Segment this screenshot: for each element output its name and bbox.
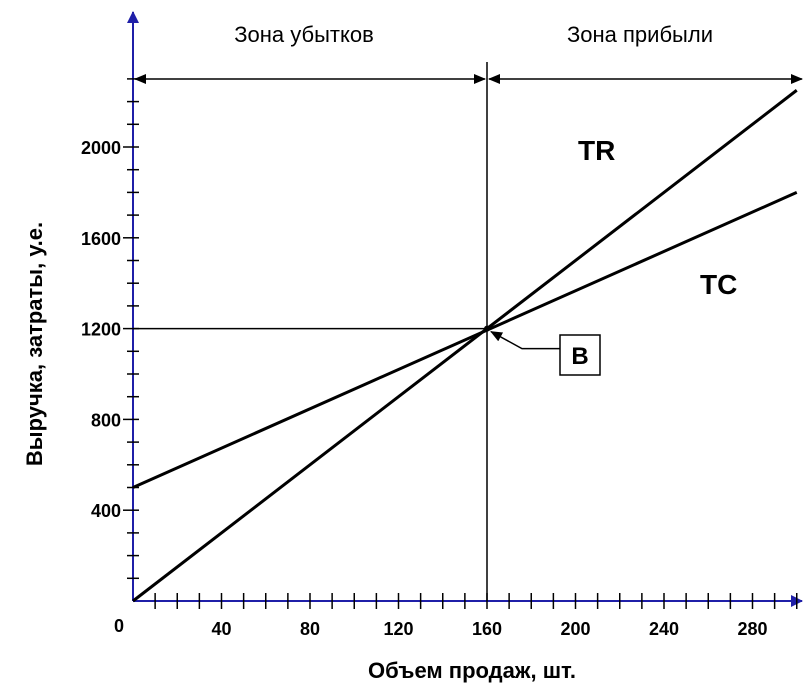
y-tick-label: 1200 (81, 320, 121, 340)
break-even-annotation: B (484, 325, 601, 376)
x-tick-label: 200 (560, 619, 590, 639)
x-tick-label: 120 (383, 619, 413, 639)
origin-label: 0 (114, 616, 124, 636)
series-label-tc: TC (700, 269, 737, 300)
y-axis-title: Выручка, затраты, у.е. (22, 222, 47, 466)
x-axis-title: Объем продаж, шт. (368, 658, 576, 683)
break-even-label: B (571, 343, 588, 370)
y-tick-label: 800 (91, 410, 121, 430)
zone-markers (133, 62, 803, 601)
x-tick-label: 280 (737, 619, 767, 639)
profit-zone-label: Зона прибыли (567, 22, 713, 47)
series-label-tr: TR (578, 135, 615, 166)
series-line-tr (132, 89, 798, 603)
axis-ticks: 40 80 120 160 200 240 280 400 800 1200 1600 2000 (81, 78, 798, 639)
y-tick-label: 1600 (81, 229, 121, 249)
loss-zone-label: Зона убытков (234, 22, 374, 47)
x-tick-label: 80 (300, 619, 320, 639)
x-tick-label: 240 (649, 619, 679, 639)
x-tick-label: 160 (472, 619, 502, 639)
x-tick-label: 40 (211, 619, 231, 639)
series-line-tc (132, 191, 798, 489)
series-lines (132, 89, 798, 603)
axes (127, 11, 803, 607)
y-tick-label: 2000 (81, 138, 121, 158)
break-even-point (484, 325, 490, 332)
y-tick-label: 400 (91, 501, 121, 521)
break-even-pointer (490, 330, 560, 350)
break-even-box (559, 334, 601, 376)
